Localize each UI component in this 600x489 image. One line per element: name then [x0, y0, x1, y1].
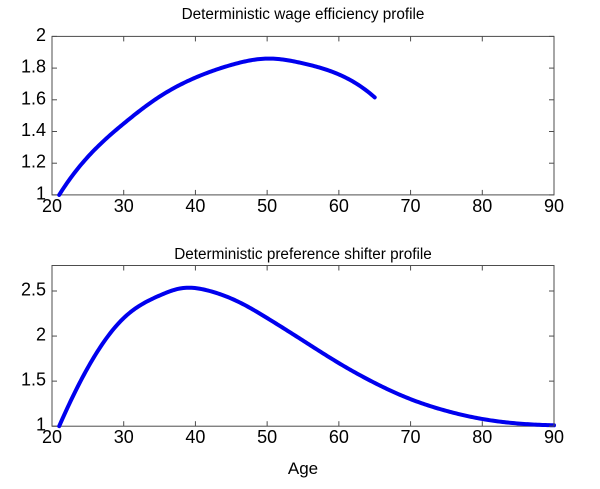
svg-text:2.5: 2.5	[21, 280, 46, 300]
svg-text:50: 50	[257, 196, 277, 216]
svg-text:90: 90	[544, 427, 564, 447]
svg-text:2: 2	[36, 325, 46, 345]
svg-text:30: 30	[114, 427, 134, 447]
svg-text:50: 50	[257, 427, 277, 447]
svg-text:1.6: 1.6	[21, 88, 46, 108]
svg-text:80: 80	[472, 427, 492, 447]
svg-text:Deterministic preference shift: Deterministic preference shifter profile	[174, 246, 432, 263]
svg-text:40: 40	[185, 427, 205, 447]
svg-text:80: 80	[472, 196, 492, 216]
svg-text:2: 2	[36, 25, 46, 45]
svg-text:90: 90	[544, 196, 564, 216]
svg-text:1.2: 1.2	[21, 152, 46, 172]
svg-text:30: 30	[114, 196, 134, 216]
svg-text:1.4: 1.4	[21, 120, 46, 140]
svg-text:60: 60	[329, 196, 349, 216]
svg-text:40: 40	[185, 196, 205, 216]
svg-text:1.5: 1.5	[21, 370, 46, 390]
svg-text:1: 1	[36, 415, 46, 435]
svg-text:1: 1	[36, 183, 46, 203]
svg-text:1.8: 1.8	[21, 57, 46, 77]
svg-text:60: 60	[329, 427, 349, 447]
svg-text:Age: Age	[288, 459, 318, 478]
svg-text:70: 70	[401, 427, 421, 447]
svg-text:Deterministic wage efficiency: Deterministic wage efficiency profile	[182, 6, 425, 23]
svg-text:70: 70	[401, 196, 421, 216]
